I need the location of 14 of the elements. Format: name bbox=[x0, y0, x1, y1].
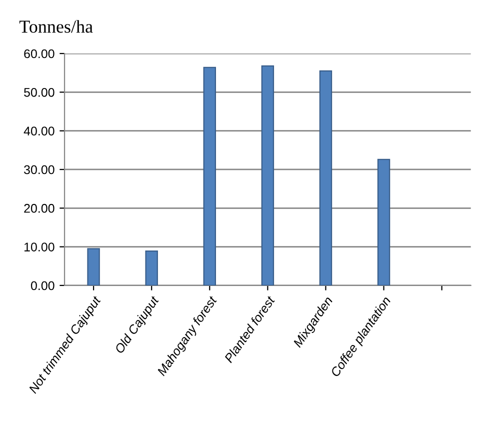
y-tick-label: 60.00 bbox=[24, 49, 54, 58]
bar bbox=[145, 250, 158, 286]
y-axis-title: Tonnes/ha bbox=[19, 20, 93, 33]
y-tick-label: 10.00 bbox=[24, 242, 54, 252]
bar bbox=[261, 65, 274, 286]
bar bbox=[377, 158, 390, 286]
y-tick-label: 50.00 bbox=[24, 88, 54, 97]
bar bbox=[87, 248, 100, 286]
bar bbox=[203, 66, 216, 286]
y-tick-label: 20.00 bbox=[24, 204, 54, 213]
y-tick-label: 0.00 bbox=[30, 281, 54, 290]
bar bbox=[319, 70, 332, 286]
y-tick-label: 30.00 bbox=[24, 165, 54, 174]
y-tick-label: 40.00 bbox=[24, 126, 54, 136]
